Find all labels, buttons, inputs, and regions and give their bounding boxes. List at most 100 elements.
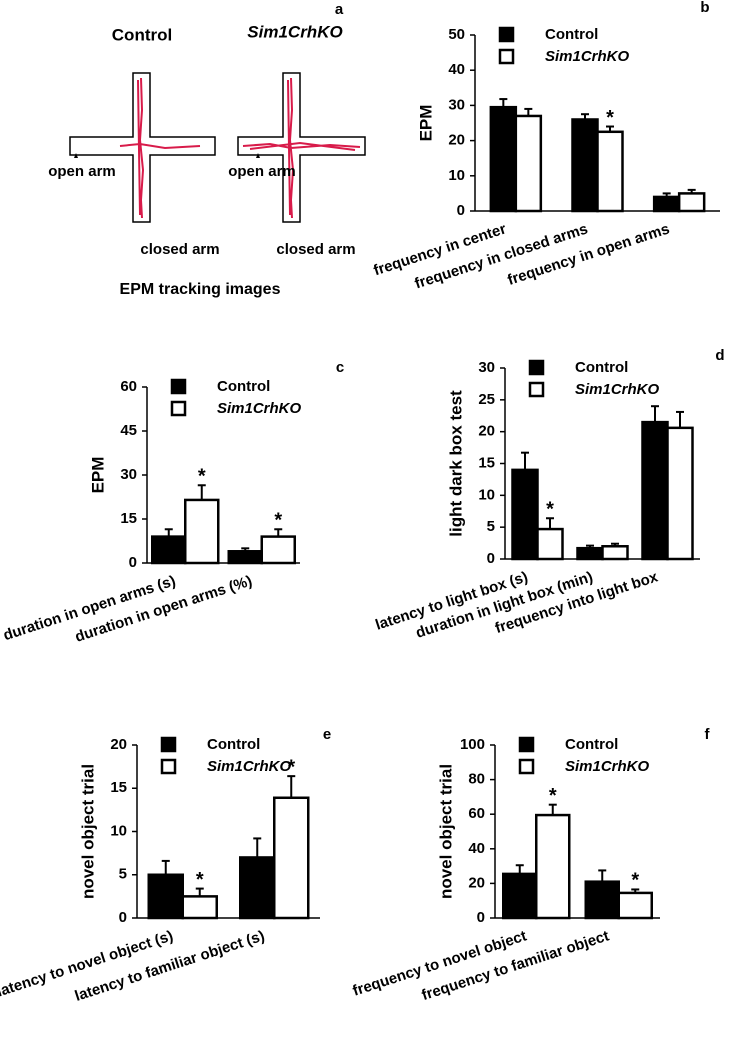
y-tick-label: 45: [120, 422, 137, 439]
significance-mark: *: [196, 869, 204, 891]
panel-label: b: [700, 0, 709, 16]
legend-label: Control: [575, 359, 628, 376]
legend-swatch: [528, 359, 545, 376]
y-tick-label: 0: [457, 202, 465, 219]
bar: [677, 192, 706, 213]
y-tick-label: 10: [110, 822, 127, 839]
bar: [502, 872, 538, 920]
y-tick-label: 0: [487, 550, 495, 567]
significance-mark: *: [631, 870, 639, 892]
panel-label: d: [715, 347, 724, 364]
legend-swatch: [518, 758, 535, 775]
maze-control: [69, 72, 216, 223]
y-tick-label: 20: [110, 736, 127, 753]
legend-label: Sim1CrhKO: [545, 48, 630, 65]
bar: [641, 420, 669, 561]
bar: [239, 856, 276, 920]
legend-swatch: [160, 758, 177, 775]
y-tick-label: 25: [478, 391, 495, 408]
y-tick-label: 5: [487, 518, 495, 535]
bar: [514, 114, 543, 213]
panel-label: c: [336, 359, 344, 376]
legend-swatch: [170, 378, 187, 395]
legend-label: Control: [545, 26, 598, 43]
panel-label: a: [335, 1, 344, 18]
bar: [273, 796, 310, 920]
legend-label: Sim1CrhKO: [565, 758, 650, 775]
y-axis-label: EPM: [416, 105, 435, 142]
legend-label: Sim1CrhKO: [217, 400, 302, 417]
image-caption: EPM tracking images: [120, 281, 281, 298]
y-tick-label: 0: [129, 554, 137, 571]
legend-swatch: [170, 400, 187, 417]
legend-swatch: [518, 736, 535, 753]
y-tick-label: 20: [448, 132, 465, 149]
significance-mark: *: [274, 510, 282, 532]
legend-swatch: [498, 26, 515, 43]
panel-label: e: [323, 726, 331, 743]
legend-swatch: [160, 736, 177, 753]
arm-label: open arm: [228, 163, 296, 180]
bar: [151, 535, 187, 565]
bar: [596, 130, 624, 213]
y-tick-label: 60: [468, 805, 485, 822]
bar: [147, 873, 184, 920]
y-tick-label: 10: [448, 167, 465, 184]
y-axis-label: EPM: [88, 457, 107, 494]
bar: [584, 880, 620, 920]
legend-swatch: [528, 381, 545, 398]
y-tick-label: 40: [448, 61, 465, 78]
bar: [536, 527, 564, 561]
legend-label: Control: [217, 378, 270, 395]
y-tick-label: 20: [468, 874, 485, 891]
legend-label: Control: [565, 736, 618, 753]
legend-label: Control: [207, 736, 260, 753]
y-axis-label: novel object trial: [436, 764, 455, 899]
bar: [652, 195, 681, 213]
arm-label: open arm: [48, 163, 116, 180]
y-tick-label: 5: [119, 866, 127, 883]
y-tick-label: 30: [120, 466, 137, 483]
y-tick-label: 40: [468, 840, 485, 857]
bar: [535, 813, 571, 920]
significance-mark: *: [287, 756, 295, 778]
maze-ko: [237, 72, 366, 223]
arm-label: closed arm: [140, 241, 219, 258]
legend-label: Sim1CrhKO: [575, 381, 660, 398]
significance-mark: *: [546, 499, 554, 521]
legend-label: Sim1CrhKO: [207, 758, 292, 775]
image-title: Sim1CrhKO: [247, 22, 342, 41]
bar: [489, 105, 518, 213]
y-tick-label: 100: [460, 736, 485, 753]
y-tick-label: 30: [448, 96, 465, 113]
y-tick-label: 0: [119, 909, 127, 926]
y-tick-label: 10: [478, 486, 495, 503]
bar: [571, 118, 599, 213]
panel-label: f: [705, 726, 711, 743]
y-axis-label: novel object trial: [78, 764, 97, 899]
bar: [260, 535, 296, 565]
bar: [576, 546, 604, 561]
bar: [227, 550, 263, 565]
y-tick-label: 60: [120, 378, 137, 395]
bar: [181, 895, 218, 920]
legend-swatch: [498, 48, 515, 65]
bar: [601, 545, 629, 561]
bar: [617, 891, 653, 920]
significance-mark: *: [549, 785, 557, 807]
y-tick-label: 15: [478, 454, 495, 471]
significance-mark: *: [606, 107, 614, 129]
image-title: Control: [112, 25, 172, 44]
bar: [184, 498, 220, 565]
y-tick-label: 80: [468, 771, 485, 788]
y-axis-label: light dark box test: [446, 390, 465, 537]
significance-mark: *: [198, 466, 206, 488]
y-tick-label: 0: [477, 909, 485, 926]
y-tick-label: 30: [478, 359, 495, 376]
arm-label: closed arm: [276, 241, 355, 258]
y-tick-label: 20: [478, 423, 495, 440]
y-tick-label: 15: [120, 510, 137, 527]
y-tick-label: 50: [448, 26, 465, 43]
bar: [666, 426, 694, 561]
